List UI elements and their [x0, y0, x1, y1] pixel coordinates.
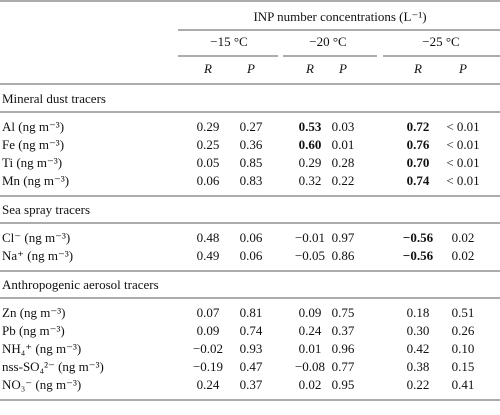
row-label: Zn (ng m⁻³): [2, 305, 65, 320]
cell: −0.19: [193, 359, 223, 374]
row-label: NO₃⁻ (ng m⁻³): [2, 377, 81, 392]
table-title: INP number concentrations (L⁻¹): [253, 9, 426, 24]
cell: 0.83: [240, 173, 263, 188]
row-label: NH₄⁺ (ng m⁻³): [2, 341, 81, 356]
cell: 0.93: [240, 341, 263, 356]
row-label: Mn (ng m⁻³): [2, 173, 69, 188]
cell: 0.81: [240, 305, 263, 320]
sub-header: R: [413, 61, 422, 76]
row-label: Na⁺ (ng m⁻³): [2, 248, 73, 263]
row-label: Ti (ng m⁻³): [2, 155, 62, 170]
cell: 0.29: [299, 155, 322, 170]
cell: < 0.01: [446, 119, 479, 134]
cell: 0.42: [407, 341, 430, 356]
cell: −0.56: [403, 248, 434, 263]
cell: −0.08: [295, 359, 325, 374]
cell: 0.74: [240, 323, 263, 338]
cell: 0.06: [197, 173, 220, 188]
cell: 0.37: [240, 377, 263, 392]
cell: 0.25: [197, 137, 220, 152]
cell: 0.48: [197, 230, 220, 245]
cell: −0.02: [193, 341, 223, 356]
cell: 0.97: [332, 230, 355, 245]
cell: 0.41: [452, 377, 475, 392]
cell: 0.24: [299, 323, 322, 338]
cell: 0.32: [299, 173, 322, 188]
cell: 0.96: [332, 341, 355, 356]
cell: 0.02: [452, 230, 475, 245]
row-label: Al (ng m⁻³): [2, 119, 64, 134]
sub-header: R: [305, 61, 314, 76]
cell: < 0.01: [446, 155, 479, 170]
cell: 0.28: [332, 155, 355, 170]
cell: 0.15: [452, 359, 475, 374]
cell: 0.72: [407, 119, 430, 134]
cell: 0.18: [407, 305, 430, 320]
cell: 0.85: [240, 155, 263, 170]
cell: 0.53: [299, 119, 322, 134]
cell: 0.60: [299, 137, 322, 152]
cell: 0.36: [240, 137, 263, 152]
cell: 0.75: [332, 305, 355, 320]
cell: 0.07: [197, 305, 220, 320]
section-title: Mineral dust tracers: [2, 91, 106, 106]
cell: 0.51: [452, 305, 475, 320]
cell: 0.05: [197, 155, 220, 170]
cell: 0.70: [407, 155, 430, 170]
cell: 0.37: [332, 323, 355, 338]
cell: 0.30: [407, 323, 430, 338]
cell: 0.74: [407, 173, 430, 188]
cell: 0.38: [407, 359, 430, 374]
group-header: −15 °C: [210, 34, 247, 49]
cell: 0.77: [332, 359, 355, 374]
cell: 0.02: [452, 248, 475, 263]
cell: 0.02: [299, 377, 322, 392]
cell: 0.09: [299, 305, 322, 320]
cell: 0.22: [332, 173, 355, 188]
cell: 0.86: [332, 248, 355, 263]
row-label: Fe (ng m⁻³): [2, 137, 64, 152]
cell: −0.56: [403, 230, 434, 245]
cell: 0.24: [197, 377, 220, 392]
sub-header: P: [458, 61, 467, 76]
row-label: Cl⁻ (ng m⁻³): [2, 230, 70, 245]
cell: 0.06: [240, 248, 263, 263]
cell: 0.01: [332, 137, 355, 152]
cell: 0.01: [299, 341, 322, 356]
sub-header: P: [338, 61, 347, 76]
cell: 0.26: [452, 323, 475, 338]
cell: −0.05: [295, 248, 325, 263]
group-header: −20 °C: [309, 34, 346, 49]
cell: 0.49: [197, 248, 220, 263]
cell: 0.76: [407, 137, 430, 152]
cell: 0.27: [240, 119, 263, 134]
cell: 0.06: [240, 230, 263, 245]
row-label: nss-SO₄²⁻ (ng m⁻³): [2, 359, 104, 374]
cell: 0.29: [197, 119, 220, 134]
cell: 0.03: [332, 119, 355, 134]
cell: 0.47: [240, 359, 263, 374]
row-label: Pb (ng m⁻³): [2, 323, 65, 338]
cell: 0.22: [407, 377, 430, 392]
cell: < 0.01: [446, 173, 479, 188]
cell: 0.09: [197, 323, 220, 338]
group-header: −25 °C: [422, 34, 459, 49]
cell: 0.10: [452, 341, 475, 356]
sub-header: R: [203, 61, 212, 76]
section-title: Anthropogenic aerosol tracers: [2, 277, 159, 292]
cell: < 0.01: [446, 137, 479, 152]
section-title: Sea spray tracers: [2, 202, 90, 217]
cell: 0.95: [332, 377, 355, 392]
cell: −0.01: [295, 230, 325, 245]
sub-header: P: [246, 61, 255, 76]
